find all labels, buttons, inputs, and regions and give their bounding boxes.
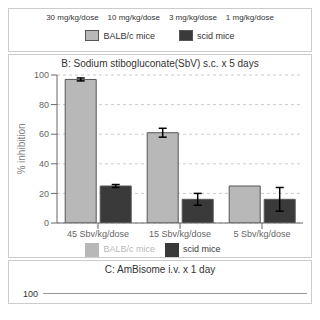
svg-text:100: 100 (34, 70, 49, 80)
svg-text:15 Sbv/kg/dose: 15 Sbv/kg/dose (149, 229, 211, 239)
svg-text:80: 80 (39, 100, 49, 110)
svg-text:45 Sbv/kg/dose: 45 Sbv/kg/dose (67, 229, 129, 239)
html-text:scid mice: scid mice (197, 30, 235, 41)
svg-text:40: 40 (39, 159, 49, 169)
svg-text:% inhibition: % inhibition (16, 123, 27, 174)
html-text:100: 100 (23, 289, 38, 299)
svg-text:60: 60 (39, 129, 49, 139)
html-text:BALB/c mice: BALB/c mice (103, 244, 155, 255)
html-text:C: AmBisome i.v. x 1 day: C: AmBisome i.v. x 1 day (104, 264, 216, 275)
svg-text:5 Sbv/kg/dose: 5 Sbv/kg/dose (233, 229, 290, 239)
svg-text:0: 0 (44, 218, 49, 228)
html-text:30 mg/kg/dose 10 mg/kg/dose 3: 30 mg/kg/dose 10 mg/kg/dose 3 mg/kg/dose… (46, 13, 274, 22)
html-text:B: Sodium stibogluconate(SbV): B: Sodium stibogluconate(SbV) s.c. x 5 d… (61, 58, 259, 69)
html-text:scid mice: scid mice (183, 244, 221, 255)
html-text:BALB/c mice: BALB/c mice (103, 30, 155, 41)
svg-text:20: 20 (39, 189, 49, 199)
